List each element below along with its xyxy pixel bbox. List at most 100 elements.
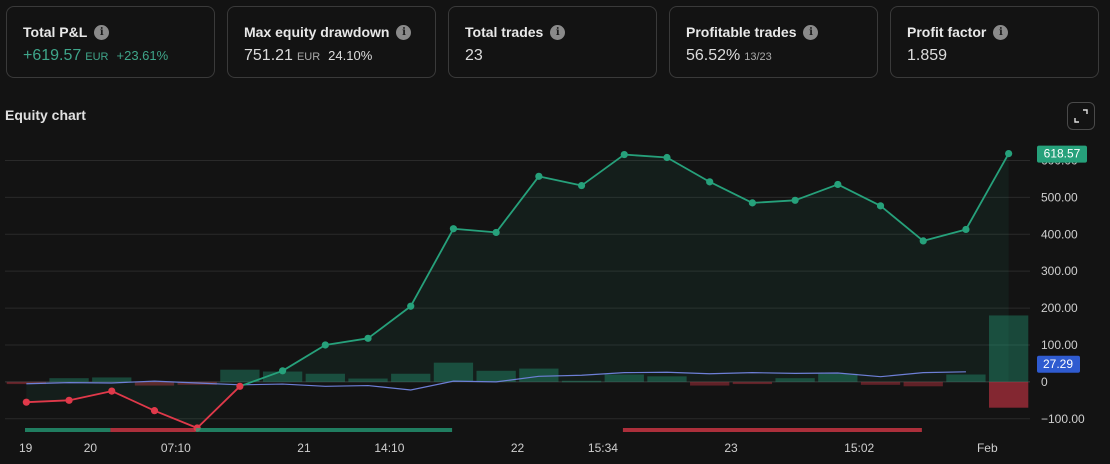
buy-hold-label: 27.29: [1043, 357, 1073, 371]
stat-value: 23: [465, 47, 483, 64]
pnl-bar: [946, 374, 986, 382]
equity-line-segment: [922, 228, 967, 242]
info-icon[interactable]: i: [94, 24, 110, 40]
stat-currency: EUR: [85, 51, 109, 63]
stat-value-row: +619.57 EUR +23.61%: [23, 47, 214, 65]
pnl-bar: [647, 376, 687, 382]
equity-point: [236, 382, 244, 390]
info-icon[interactable]: i: [803, 24, 819, 40]
equity-point: [108, 387, 116, 395]
equity-line-segment: [453, 227, 497, 234]
stat-value: 1.859: [907, 47, 948, 64]
stat-card-total-pnl: Total P&L i +619.57 EUR +23.61%: [6, 6, 215, 78]
x-tick-label: 07:10: [161, 441, 191, 455]
equity-point: [791, 196, 799, 204]
pnl-bar: [305, 373, 345, 382]
equity-line-segment: [154, 409, 198, 429]
pnl-bar: [732, 381, 773, 385]
equity-line-segment: [581, 153, 625, 187]
equity-point: [620, 150, 628, 159]
buy-hold-line: [26, 371, 966, 391]
equity-point: [449, 225, 458, 233]
stat-value: +619.57: [23, 47, 82, 64]
stat-label: Total P&L: [23, 24, 88, 40]
equity-point: [364, 334, 372, 342]
pnl-bar: [134, 381, 175, 386]
timeline-segment: [622, 428, 922, 432]
info-icon[interactable]: i: [993, 24, 1009, 40]
stat-card-profit-factor: Profit factor i 1.859: [890, 6, 1099, 78]
y-tick-label: 100.00: [1041, 338, 1078, 352]
equity-line-segment: [538, 175, 582, 187]
x-tick-label: 15:34: [588, 441, 618, 455]
equity-point: [535, 172, 543, 180]
stats-row: Total P&L i +619.57 EUR +23.61% Max equit…: [6, 6, 1099, 78]
pnl-bar: [690, 381, 730, 386]
buy-hold-badge: [1037, 355, 1080, 373]
stat-value: 56.52%: [686, 47, 741, 64]
x-tick-label: 21: [297, 441, 311, 455]
stat-value-row: 1.859: [907, 47, 1098, 65]
pnl-bar: [775, 378, 815, 382]
pnl-bar: [348, 378, 388, 382]
pnl-bar: [903, 381, 943, 387]
equity-area: [26, 153, 1009, 428]
pnl-bar: [476, 370, 516, 382]
equity-line-segment: [26, 399, 70, 404]
stat-value-row: 751.21 EUR 24.10%: [244, 47, 435, 65]
stat-percent: +23.61%: [116, 48, 169, 63]
y-tick-label: −100.00: [1041, 412, 1085, 426]
pnl-bar: [6, 381, 47, 385]
stat-card-profitable-trades: Profitable trades i 56.52% 13/23: [669, 6, 878, 78]
timeline-segment: [25, 428, 111, 432]
equity-point: [150, 407, 159, 415]
stat-currency: EUR: [296, 51, 321, 63]
x-tick-label: 23: [724, 441, 738, 455]
y-tick-label: 0: [1041, 375, 1048, 389]
equity-line-segment: [495, 175, 540, 233]
equity-point: [748, 199, 756, 207]
y-tick-label: 200.00: [1041, 301, 1078, 315]
stat-sub: 13/23: [744, 51, 772, 63]
stat-label: Profitable trades: [686, 24, 797, 40]
pnl-bar: [604, 374, 644, 382]
y-tick-label: 300.00: [1041, 264, 1078, 278]
equity-point: [876, 202, 885, 210]
equity-line-segment: [837, 183, 881, 207]
info-icon[interactable]: i: [396, 24, 412, 40]
x-tick-label: Feb: [977, 441, 998, 455]
pnl-bar: [433, 362, 474, 382]
equity-line-segment: [752, 199, 796, 204]
expand-button[interactable]: [1067, 102, 1095, 130]
x-tick-label: 22: [511, 441, 525, 455]
stat-card-total-trades: Total trades i 23: [448, 6, 657, 78]
equity-line-segment: [239, 369, 283, 388]
pnl-bar: [989, 315, 1029, 382]
equity-point: [663, 153, 671, 162]
equity-line-segment: [111, 390, 155, 412]
stat-value-row: 56.52% 13/23: [686, 47, 877, 65]
equity-point: [492, 228, 500, 237]
timeline-segment: [195, 428, 453, 432]
pnl-bar: [391, 373, 431, 382]
fullscreen-icon: [1074, 109, 1088, 123]
equity-line-segment: [196, 385, 241, 429]
timeline-segment: [110, 428, 196, 432]
equity-line-segment: [409, 228, 455, 307]
equity-line-segment: [367, 305, 412, 340]
pnl-bar: [49, 378, 89, 382]
chart-title: Equity chart: [5, 107, 86, 123]
stat-value: 751.21: [244, 47, 293, 64]
equity-point: [65, 396, 73, 404]
x-tick-label: 15:02: [844, 441, 874, 455]
info-icon[interactable]: i: [550, 24, 566, 40]
stat-card-max-drawdown: Max equity drawdown i 751.21 EUR 24.10%: [227, 6, 436, 78]
equity-point: [407, 302, 415, 310]
pnl-bar: [262, 371, 303, 382]
equity-line-segment: [624, 153, 668, 159]
equity-line-segment: [709, 181, 753, 204]
stat-percent: 24.10%: [328, 48, 373, 63]
x-tick-label: 20: [84, 441, 98, 455]
last-equity-label: 618.57: [1044, 147, 1081, 161]
